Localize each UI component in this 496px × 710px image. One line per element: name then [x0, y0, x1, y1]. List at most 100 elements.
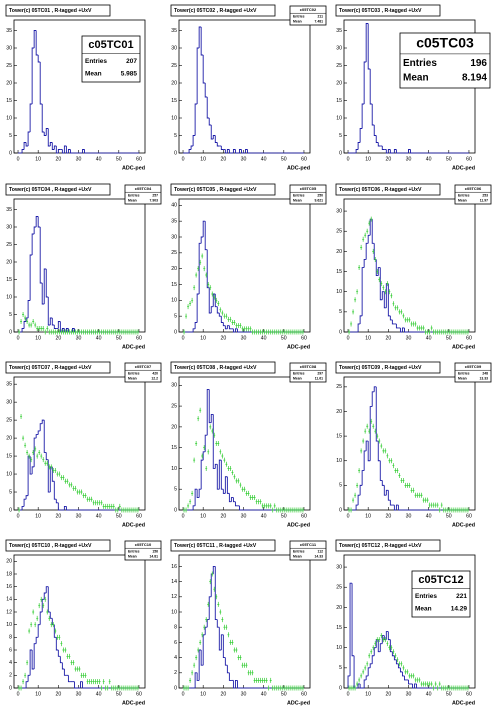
data-point [227, 632, 230, 638]
data-point [452, 329, 455, 335]
x-tick-label: 30 [76, 156, 82, 162]
histogram-bin [53, 325, 57, 329]
data-point [384, 289, 387, 295]
data-point [24, 315, 27, 321]
data-point [38, 449, 41, 455]
data-point [187, 503, 190, 509]
data-point [32, 449, 35, 455]
data-point [52, 329, 55, 335]
data-point [360, 244, 363, 250]
data-point [100, 500, 103, 506]
histogram-bin [63, 669, 67, 676]
histogram-bin [387, 149, 391, 153]
data-point [392, 463, 395, 469]
stats-name: c05TC12 [418, 574, 463, 586]
x-tick-label: 0 [182, 691, 185, 697]
stats-label: Entries [85, 58, 107, 65]
data-point [104, 685, 107, 691]
data-point [424, 329, 427, 335]
data-point [283, 685, 286, 691]
data-point [271, 507, 274, 513]
data-point [235, 647, 238, 653]
histogram-bin [59, 656, 63, 664]
histogram-bin [218, 313, 222, 317]
data-point [454, 507, 457, 513]
histogram-bin [31, 47, 35, 104]
histogram-bin [51, 318, 55, 326]
data-point [259, 329, 262, 335]
data-point [110, 329, 113, 335]
stats-value: 8.194 [462, 73, 487, 84]
data-point [203, 624, 206, 630]
data-point [58, 329, 61, 335]
histogram-bin [401, 327, 405, 332]
data-point [251, 670, 254, 676]
stats-label: Mean [403, 73, 429, 84]
data-point [404, 482, 407, 488]
histogram-bin [23, 498, 27, 507]
histogram-bin [226, 149, 230, 153]
data-point [197, 266, 200, 272]
data-point [442, 329, 445, 335]
histogram-bin [389, 315, 393, 321]
data-point [74, 485, 77, 491]
x-tick-label: 40 [426, 156, 432, 162]
stats-value: 9.621 [315, 198, 324, 202]
data-point [187, 685, 190, 691]
data-point [424, 497, 427, 503]
title-box [5, 4, 111, 17]
panel: Tower(c) 05TC12 , R-tagged +UxV 0 5 10 15 20 2… [335, 539, 476, 706]
x-tick-label: 50 [116, 335, 122, 341]
histogram-bin [43, 420, 47, 453]
data-point [440, 685, 443, 691]
x-tick-label: 10 [35, 156, 41, 162]
histogram-bin [220, 460, 224, 490]
data-point [410, 321, 413, 327]
histogram-bin [35, 636, 39, 644]
histogram-bin [228, 325, 232, 330]
data-point [257, 329, 260, 335]
x-tick-label: 0 [347, 513, 350, 519]
data-point [54, 628, 57, 634]
data-point [424, 681, 427, 687]
data-point [20, 319, 23, 324]
data-point [396, 468, 399, 474]
data-point [223, 313, 226, 319]
y-tick-label: 20 [336, 605, 342, 611]
histogram-bin [236, 680, 240, 689]
data-point [402, 665, 405, 671]
histogram-bin [29, 103, 33, 132]
data-point [247, 490, 250, 496]
data-point [62, 329, 65, 335]
data-point [458, 329, 461, 335]
data-point [277, 507, 280, 513]
data-point [378, 277, 381, 283]
data-point [215, 297, 218, 303]
histogram-bin [232, 149, 236, 153]
data-point [434, 329, 437, 335]
histogram-bin [408, 149, 411, 153]
data-point [396, 657, 399, 663]
histogram-bin [353, 655, 357, 689]
histogram-bin [35, 216, 39, 227]
x-tick-label: 60 [301, 156, 307, 162]
x-tick-label: 40 [426, 513, 432, 519]
data-point [255, 677, 258, 683]
data-point [104, 503, 107, 509]
histogram-bin [395, 149, 399, 154]
x-tick-label: 30 [241, 156, 247, 162]
x-tick-label: 50 [281, 513, 287, 519]
y-tick-label: 8 [174, 625, 177, 631]
data-point [130, 507, 133, 513]
data-point [275, 329, 278, 335]
x-tick-label: 0 [182, 156, 185, 162]
data-point [378, 438, 381, 444]
data-point [428, 502, 431, 508]
histogram-bin [349, 582, 353, 676]
data-point [94, 679, 97, 685]
data-point [253, 495, 256, 501]
data-point [191, 490, 194, 496]
data-point [394, 305, 397, 311]
data-point [291, 507, 294, 513]
panel: Tower(c) 05TC07 , R-tagged +UxV 0 5 10 15 20 2… [5, 361, 162, 528]
